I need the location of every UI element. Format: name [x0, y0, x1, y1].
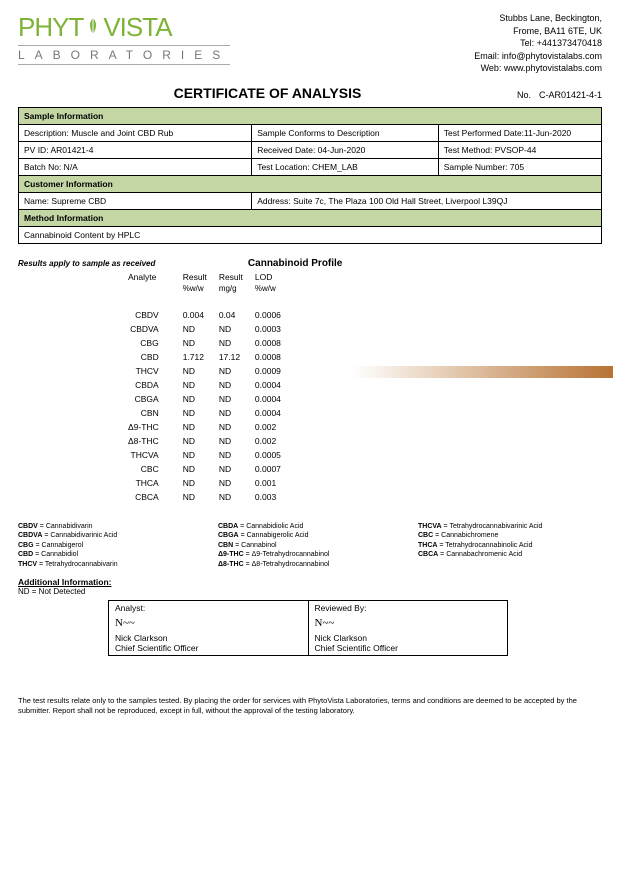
legend-item: CBDV = Cannabidivarin — [18, 522, 202, 531]
reviewer-name: Nick Clarkson — [315, 633, 502, 643]
col-r1u: %w/w — [183, 283, 219, 294]
table-row: CBGANDND0.0004 — [128, 392, 293, 406]
contact-email: info@phytovistalabs.com — [502, 51, 602, 61]
legend-item: THCVA = Tetrahydrocannabivarinic Acid — [418, 522, 602, 531]
table-row: THCVNDND0.0009 — [128, 364, 293, 378]
results-note: Results apply to sample as received — [18, 259, 155, 268]
table-row: CBCANDND0.003 — [128, 490, 293, 504]
addl-head: Additional Information: — [18, 577, 602, 587]
doc-title: CERTIFICATE OF ANALYSIS — [18, 85, 517, 101]
contact-email-label: Email: — [474, 51, 499, 61]
contact-addr2: Frome, BA11 6TE, UK — [474, 25, 602, 38]
info-table: Sample Information Description: Muscle a… — [18, 107, 602, 244]
table-row: THCANDND0.001 — [128, 476, 293, 490]
profile-title: Cannabinoid Profile — [248, 258, 342, 269]
logo-text-1: PHYT — [18, 12, 83, 42]
table-row: Δ8-THCNDND0.002 — [128, 434, 293, 448]
col-lod: LOD — [255, 271, 293, 283]
logo-subtitle: LABORATORIES — [18, 45, 230, 65]
contact-web: www.phytovistalabs.com — [504, 63, 602, 73]
analyst-label: Analyst: — [115, 603, 302, 613]
analyst-signature: N~~ — [115, 613, 302, 633]
col-r2: Result — [219, 271, 255, 283]
table-row: CBDV0.0040.040.0006 — [128, 308, 293, 322]
table-row: CBDVANDND0.0003 — [128, 322, 293, 336]
legend-item: CBG = Cannabigerol — [18, 541, 202, 550]
col-lodu: %w/w — [255, 283, 293, 294]
table-row: Δ9-THCNDND0.002 — [128, 420, 293, 434]
legend-item: CBGA = Cannabigerolic Acid — [218, 531, 402, 540]
legend-item: Δ8-THC = Δ8-Tetrahydrocannabinol — [218, 560, 402, 569]
leaf-icon — [83, 12, 103, 43]
legend-item: CBDVA = Cannabidivarinic Acid — [18, 531, 202, 540]
contact-tel: +441373470418 — [537, 38, 602, 48]
cbd-bar — [353, 366, 613, 378]
reviewer-title: Chief Scientific Officer — [315, 643, 502, 653]
profile-table: Analyte Result Result LOD %w/w mg/g %w/w… — [128, 271, 293, 504]
sample-conforms: Sample Conforms to Description — [252, 124, 439, 141]
method-text: Cannabinoid Content by HPLC — [19, 226, 602, 243]
sample-method: Test Method: PVSOP-44 — [438, 141, 601, 158]
legend-item: CBN = Cannabinol — [218, 541, 402, 550]
legend-item: CBD = Cannabidiol — [18, 550, 202, 559]
sample-number: Sample Number: 705 — [438, 158, 601, 175]
contact-block: Stubbs Lane, Beckington, Frome, BA11 6TE… — [474, 12, 602, 75]
legend-item: CBDA = Cannabidiolic Acid — [218, 522, 402, 531]
logo: PHYT VISTA LABORATORIES — [18, 12, 230, 65]
col-r1: Result — [183, 271, 219, 283]
analyst-title: Chief Scientific Officer — [115, 643, 302, 653]
sample-received: Received Date: 04-Jun-2020 — [252, 141, 439, 158]
logo-text-2: VISTA — [103, 12, 171, 42]
customer-name: Name: Supreme CBD — [19, 192, 252, 209]
signature-table: Analyst: N~~ Nick Clarkson Chief Scienti… — [108, 600, 508, 656]
col-analyte: Analyte — [128, 271, 183, 283]
reviewer-signature: N~~ — [315, 613, 502, 633]
sample-batch: Batch No: N/A — [19, 158, 252, 175]
sample-pvid: PV ID: AR01421-4 — [19, 141, 252, 158]
section-customer: Customer Information — [19, 175, 602, 192]
table-row: CBNNDND0.0004 — [128, 406, 293, 420]
contact-addr1: Stubbs Lane, Beckington, — [474, 12, 602, 25]
sample-testdate: Test Performed Date:11-Jun-2020 — [438, 124, 601, 141]
table-row: CBD1.71217.120.0008 — [128, 350, 293, 364]
legend-item: THCA = Tetrahydrocannabinolic Acid — [418, 541, 602, 550]
contact-web-label: Web: — [481, 63, 502, 73]
legend-item: CBC = Cannabichromene — [418, 531, 602, 540]
section-method: Method Information — [19, 209, 602, 226]
table-row: THCVANDND0.0005 — [128, 448, 293, 462]
contact-tel-label: Tel: — [520, 38, 534, 48]
legend: CBDV = CannabidivarinCBDVA = Cannabidiva… — [18, 522, 602, 569]
sample-desc: Description: Muscle and Joint CBD Rub — [19, 124, 252, 141]
sample-location: Test Location: CHEM_LAB — [252, 158, 439, 175]
section-sample: Sample Information — [19, 107, 602, 124]
table-row: CBDANDND0.0004 — [128, 378, 293, 392]
cert-no-label: No. — [517, 90, 531, 100]
analyst-name: Nick Clarkson — [115, 633, 302, 643]
table-row: CBGNDND0.0008 — [128, 336, 293, 350]
legend-item: Δ9-THC = Δ9-Tetrahydrocannabinol — [218, 550, 402, 559]
customer-address: Address: Suite 7c, The Plaza 100 Old Hal… — [252, 192, 602, 209]
col-r2u: mg/g — [219, 283, 255, 294]
legend-item: THCV = Tetrahydrocannabivarin — [18, 560, 202, 569]
cert-no: C-AR01421-4-1 — [539, 90, 602, 100]
reviewed-label: Reviewed By: — [315, 603, 502, 613]
footer: The test results relate only to the samp… — [18, 696, 602, 716]
table-row: CBCNDND0.0007 — [128, 462, 293, 476]
legend-item: CBCA = Cannabachromenic Acid — [418, 550, 602, 559]
addl-body: ND = Not Detected — [18, 587, 602, 596]
